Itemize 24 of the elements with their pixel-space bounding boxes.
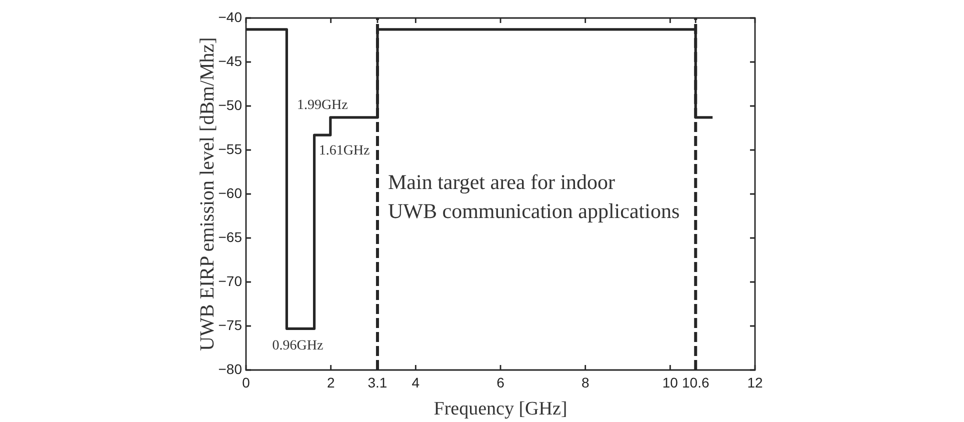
y-tick-label: −45 [218,52,242,69]
y-tick-label: −55 [218,140,242,157]
x-tick-label: 0 [242,374,250,390]
y-tick-label: −50 [218,96,242,113]
annotation: 1.99GHz [296,98,348,114]
x-tick-label: 2 [326,374,335,390]
x-tick-label: 10 [662,374,678,390]
y-tick-label: −70 [218,272,242,289]
annotation: 1.61GHz [318,144,370,159]
x-tick-label: 8 [581,374,590,390]
x-tick-label: 3.1 [368,374,388,390]
x-tick-label: 4 [412,374,420,390]
y-tick-label: −65 [218,228,242,245]
y-tick-label: −40 [218,8,242,25]
annotation: Main target area for indoor UWB communication applications [388,170,680,223]
x-axis-title: Frequency [GHz] [434,398,568,420]
y-tick-label: −75 [218,316,242,333]
y-tick-label: −80 [218,360,242,377]
y-axis-title: UWB EIRP emission level [dBm/Mhz] [196,37,218,351]
y-tick-label: −60 [218,184,242,201]
x-tick-label: 6 [496,374,505,390]
annotation: 0.96GHz [272,338,324,354]
x-tick-label: 12 [747,374,763,390]
x-tick-label: 10.6 [682,374,710,390]
